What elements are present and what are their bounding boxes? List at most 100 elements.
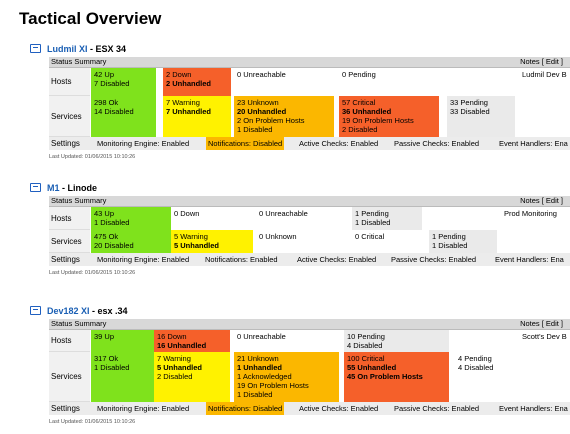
notes-edit-link[interactable]: Notes [ Edit ] [520,319,563,328]
setting-event-handlers[interactable]: Event Handlers: Ena [495,255,564,264]
hosts-down-count[interactable]: 16 Down [157,332,187,341]
setting-event-handlers[interactable]: Event Handlers: Ena [499,404,568,413]
services-critical-count[interactable]: 57 Critical [342,98,376,107]
hosts-pending-cell[interactable]: 0 Pending [339,68,419,96]
setting-active-checks[interactable]: Active Checks: Enabled [299,404,379,413]
services-pending-cell[interactable]: 1 Pending 1 Disabled [429,230,497,253]
services-ok-disabled[interactable]: 14 Disabled [94,107,134,116]
services-pending-count[interactable]: 33 Pending [450,98,488,107]
services-warning-cell[interactable]: 7 Warning 7 Unhandled [163,96,231,137]
setting-monitoring-engine[interactable]: Monitoring Engine: Enabled [97,404,190,413]
services-pending-cell[interactable]: 33 Pending 33 Disabled [447,96,515,137]
services-pending-disabled[interactable]: 4 Disabled [458,363,494,372]
services-critical-unhandled[interactable]: 36 Unhandled [342,107,392,116]
services-ok-cell[interactable]: 298 Ok 14 Disabled [91,96,156,137]
services-pending-disabled[interactable]: 33 Disabled [450,107,490,116]
hosts-down-cell[interactable]: 16 Down 16 Unhandled [154,330,230,352]
hosts-up-cell[interactable]: 43 Up 1 Disabled [91,207,171,230]
hosts-up-count[interactable]: 43 Up [94,209,115,218]
hosts-pending-count[interactable]: 1 Pending [355,209,389,218]
services-unknown-problem-hosts[interactable]: 19 On Problem Hosts [237,381,309,390]
notes-edit-link[interactable]: Notes [ Edit ] [520,57,563,66]
services-warning-cell[interactable]: 5 Warning 5 Unhandled [171,230,253,253]
services-unknown-problem-hosts[interactable]: 2 On Problem Hosts [237,116,305,125]
services-critical-cell[interactable]: 0 Critical [352,230,422,253]
setting-event-handlers[interactable]: Event Handlers: Ena [499,139,568,148]
services-unknown-acknowledged[interactable]: 1 Acknowledged [237,372,292,381]
services-warning-count[interactable]: 7 Warning [166,98,200,107]
hosts-unreachable-cell[interactable]: 0 Unreachable [234,330,339,352]
hosts-pending-cell[interactable]: 1 Pending 1 Disabled [352,207,422,230]
hosts-up-cell[interactable]: 42 Up 7 Disabled [91,68,156,96]
hosts-pending-cell[interactable]: 10 Pending 4 Disabled [344,330,449,352]
services-critical-disabled[interactable]: 2 Disabled [342,125,378,134]
services-ok-cell[interactable]: 475 Ok 20 Disabled [91,230,171,253]
server-icon[interactable] [30,183,41,193]
hosts-up-count[interactable]: 42 Up [94,70,115,79]
services-critical-problem-hosts[interactable]: 19 On Problem Hosts [342,116,414,125]
hosts-pending-count[interactable]: 0 Pending [342,70,376,79]
hosts-unreachable-count[interactable]: 0 Unreachable [237,70,286,79]
hosts-unreachable-cell[interactable]: 0 Unreachable [234,68,334,96]
hosts-pending-count[interactable]: 10 Pending [347,332,385,341]
server-name-link[interactable]: M1 [47,183,60,193]
hosts-down-count[interactable]: 0 Down [174,209,200,218]
services-pending-cell[interactable]: 4 Pending 4 Disabled [455,352,523,402]
server-name-link[interactable]: Ludmil XI [47,44,88,54]
services-unknown-disabled[interactable]: 1 Disabled [237,125,273,134]
hosts-unreachable-count[interactable]: 0 Unreachable [237,332,286,341]
services-unknown-count[interactable]: 23 Unknown [237,98,279,107]
hosts-up-disabled[interactable]: 1 Disabled [94,218,130,227]
services-warning-unhandled[interactable]: 5 Unhandled [174,241,220,250]
services-warning-cell[interactable]: 7 Warning 5 Unhandled 2 Disabled [154,352,230,402]
services-critical-unhandled[interactable]: 55 Unhandled [347,363,397,372]
hosts-up-count[interactable]: 39 Up [94,332,115,341]
hosts-up-disabled[interactable]: 7 Disabled [94,79,130,88]
setting-notifications[interactable]: Notifications: Enabled [205,255,278,264]
hosts-down-cell[interactable]: 2 Down 2 Unhandled [163,68,231,96]
services-warning-count[interactable]: 5 Warning [174,232,208,241]
setting-active-checks[interactable]: Active Checks: Enabled [299,139,379,148]
services-ok-cell[interactable]: 317 Ok 1 Disabled [91,352,154,402]
services-warning-count[interactable]: 7 Warning [157,354,191,363]
services-pending-disabled[interactable]: 1 Disabled [432,241,468,250]
services-ok-count[interactable]: 298 Ok [94,98,119,107]
services-unknown-cell[interactable]: 23 Unknown 20 Unhandled 2 On Problem Hos… [234,96,334,137]
services-unknown-disabled[interactable]: 1 Disabled [237,390,273,399]
services-ok-count[interactable]: 475 Ok [94,232,119,241]
services-ok-count[interactable]: 317 Ok [94,354,119,363]
hosts-down-count[interactable]: 2 Down [166,70,192,79]
services-unknown-cell[interactable]: 21 Unknown 1 Unhandled 1 Acknowledged 19… [234,352,339,402]
setting-passive-checks[interactable]: Passive Checks: Enabled [391,255,477,264]
services-critical-cell[interactable]: 57 Critical 36 Unhandled 19 On Problem H… [339,96,439,137]
server-name-link[interactable]: Dev182 XI [47,306,90,316]
services-warning-disabled[interactable]: 2 Disabled [157,372,193,381]
setting-notifications[interactable]: Notifications: Disabled [206,137,285,150]
services-critical-problem-hosts[interactable]: 45 On Problem Hosts [347,372,423,381]
services-warning-unhandled[interactable]: 7 Unhandled [166,107,212,116]
services-unknown-unhandled[interactable]: 20 Unhandled [237,107,287,116]
services-ok-disabled[interactable]: 20 Disabled [94,241,134,250]
services-unknown-unhandled[interactable]: 1 Unhandled [237,363,283,372]
services-pending-count[interactable]: 4 Pending [458,354,492,363]
notes-edit-link[interactable]: Notes [ Edit ] [520,196,563,205]
services-ok-disabled[interactable]: 1 Disabled [94,363,130,372]
setting-passive-checks[interactable]: Passive Checks: Enabled [394,404,480,413]
hosts-down-cell[interactable]: 0 Down [171,207,253,230]
hosts-unreachable-cell[interactable]: 0 Unreachable [256,207,346,230]
hosts-down-unhandled[interactable]: 2 Unhandled [166,79,212,88]
setting-notifications[interactable]: Notifications: Disabled [206,402,285,415]
services-critical-count[interactable]: 100 Critical [347,354,385,363]
server-icon[interactable] [30,44,41,54]
setting-monitoring-engine[interactable]: Monitoring Engine: Enabled [97,139,190,148]
hosts-pending-disabled[interactable]: 1 Disabled [355,218,391,227]
services-critical-cell[interactable]: 100 Critical 55 Unhandled 45 On Problem … [344,352,449,402]
setting-active-checks[interactable]: Active Checks: Enabled [297,255,377,264]
server-icon[interactable] [30,306,41,316]
hosts-pending-disabled[interactable]: 4 Disabled [347,341,383,350]
services-pending-count[interactable]: 1 Pending [432,232,466,241]
services-unknown-count[interactable]: 0 Unknown [259,232,297,241]
services-unknown-count[interactable]: 21 Unknown [237,354,279,363]
setting-monitoring-engine[interactable]: Monitoring Engine: Enabled [97,255,190,264]
services-unknown-cell[interactable]: 0 Unknown [256,230,346,253]
